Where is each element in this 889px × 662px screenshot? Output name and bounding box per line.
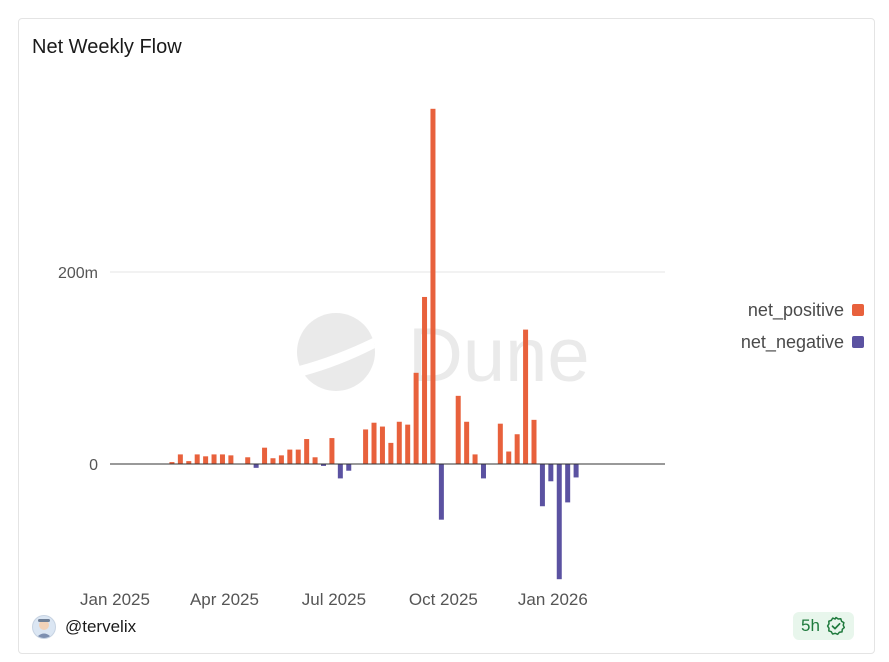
chart-title: Net Weekly Flow [32,36,182,58]
legend-swatch-net-negative [852,336,864,348]
x-tick-label: Apr 2025 [190,590,259,609]
bar-net-positive [514,434,520,464]
bar-net-negative [548,464,554,482]
y-tick-label: 200m [58,265,98,282]
bar-net-negative [480,464,486,479]
x-tick-label: Jul 2025 [302,590,366,609]
bar-net-positive [203,456,209,464]
verified-check-icon [826,616,846,636]
avatar-icon [36,619,52,638]
y-tick-label: 0 [89,457,98,474]
bar-net-positive [329,438,335,464]
bar-net-positive [228,455,234,464]
bar-net-positive [396,421,402,464]
bar-net-positive [464,421,470,464]
bar-net-positive [186,461,192,464]
legend-item-net-positive[interactable]: net_positive [700,294,864,326]
bar-net-positive [169,462,175,464]
bar-net-positive [371,422,377,464]
bar-net-negative [573,464,579,478]
bar-net-negative [539,464,545,507]
bar-net-positive [388,442,394,464]
bar-net-positive [262,447,268,464]
author-username: @tervelix [65,617,137,636]
dune-logo-stripe [299,338,375,376]
bar-net-negative [346,464,352,471]
bar-net-negative [253,464,259,468]
legend: net_positive net_negative [700,294,864,358]
bar-net-positive [413,372,419,464]
bar-net-positive [219,454,225,464]
bar-net-positive [245,457,251,464]
bar-net-positive [278,455,284,464]
refresh-age-text: 5h [801,616,820,635]
author[interactable]: @tervelix [32,615,136,639]
legend-swatch-net-positive [852,304,864,316]
bar-net-positive [472,454,478,464]
bar-net-positive [405,424,411,464]
bar-net-positive [363,429,369,464]
x-tick-label: Oct 2025 [409,590,478,609]
bar-net-positive [455,395,461,464]
bar-net-positive [430,108,436,465]
refresh-age-badge[interactable]: 5h [793,612,854,640]
legend-item-net-negative[interactable]: net_negative [700,326,864,358]
avatar [32,615,56,639]
bar-net-positive [497,423,503,464]
bar-net-negative [438,464,444,520]
bar-net-positive [312,457,318,464]
bar-net-positive [295,449,301,464]
bar-net-positive [211,454,217,464]
dune-watermark-text: Dune [408,313,590,398]
bar-net-positive [270,458,276,464]
bar-net-negative [337,464,343,479]
dune-watermark: Dune [297,313,590,398]
x-tick-label: Jan 2025 [80,590,150,609]
bar-net-negative [556,464,562,580]
bar-net-positive [422,296,428,464]
bar-net-positive [506,451,512,464]
bar-net-negative [565,464,571,503]
legend-label-net-positive: net_positive [747,299,844,320]
legend-label-net-negative: net_negative [740,331,844,352]
bar-net-positive [523,329,529,464]
chart-card [18,18,875,654]
bar-net-positive [177,454,183,464]
bar-net-positive [379,426,385,464]
bar-net-positive [531,419,537,464]
bar-net-positive [287,449,293,464]
x-tick-label: Jan 2026 [518,590,588,609]
bar-net-positive [194,454,200,464]
bar-net-positive [304,439,310,464]
bar-net-negative [321,464,326,466]
